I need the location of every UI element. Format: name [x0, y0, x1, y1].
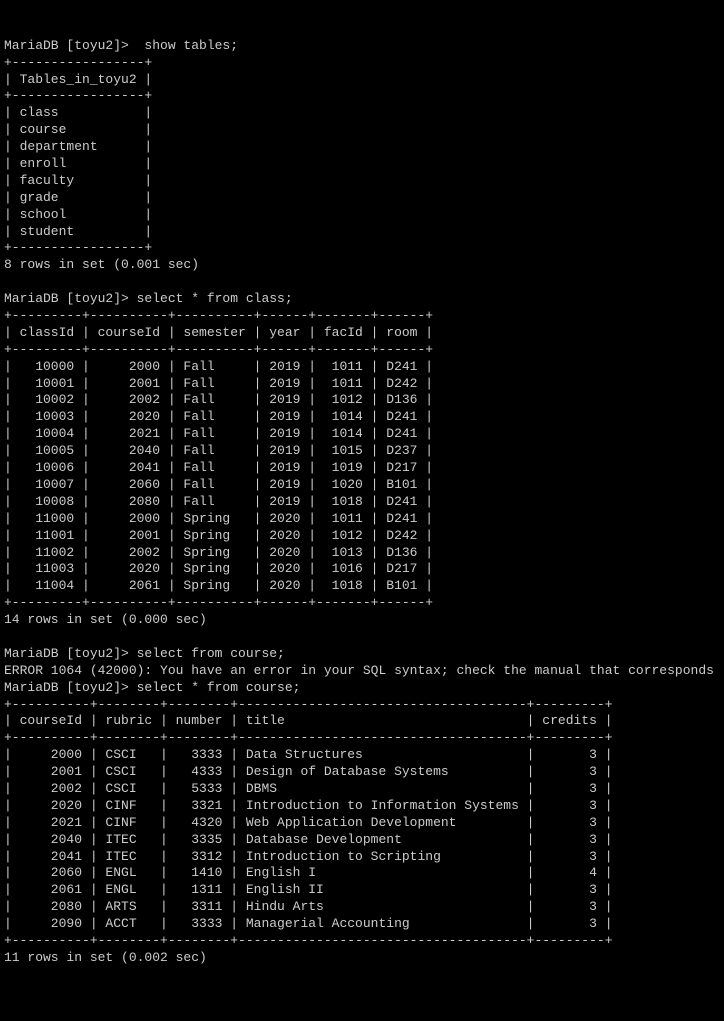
terminal-output: MariaDB [toyu2]> show tables; +---------… — [4, 38, 720, 967]
